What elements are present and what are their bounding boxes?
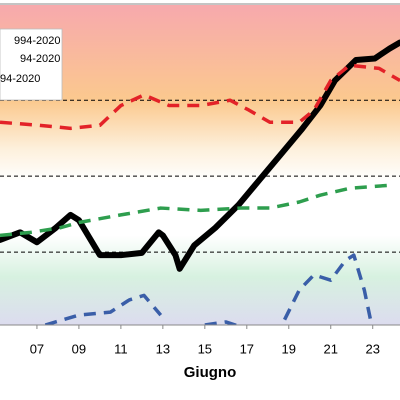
series-line bbox=[0, 183, 390, 238]
x-tick-label: 15 bbox=[198, 341, 212, 356]
legend-label: 94-2020 bbox=[20, 53, 60, 65]
lines bbox=[0, 39, 400, 325]
x-tick-label: 23 bbox=[365, 341, 379, 356]
series-line bbox=[44, 253, 374, 325]
legend-box bbox=[0, 28, 63, 101]
x-tick-label: 17 bbox=[240, 341, 254, 356]
legend: 994-2020 94-2020 94-2020 bbox=[0, 35, 61, 85]
legend-label: 94-2020 bbox=[0, 73, 40, 85]
legend-label: 994-2020 bbox=[14, 35, 61, 47]
x-tick-label: 19 bbox=[282, 341, 296, 356]
x-tick-label: 11 bbox=[114, 341, 128, 356]
x-ticks: 07 09 11 13 15 17 19 21 23 bbox=[30, 325, 380, 356]
x-tick-label: 09 bbox=[72, 341, 86, 356]
x-tick-label: 21 bbox=[324, 341, 338, 356]
x-axis-title: Giugno bbox=[184, 364, 237, 381]
plot-background bbox=[0, 5, 400, 325]
x-tick-label: 13 bbox=[156, 341, 170, 356]
grid bbox=[0, 99, 400, 253]
series-line bbox=[0, 63, 400, 131]
series-line bbox=[0, 39, 400, 272]
x-tick-label: 07 bbox=[30, 341, 44, 356]
